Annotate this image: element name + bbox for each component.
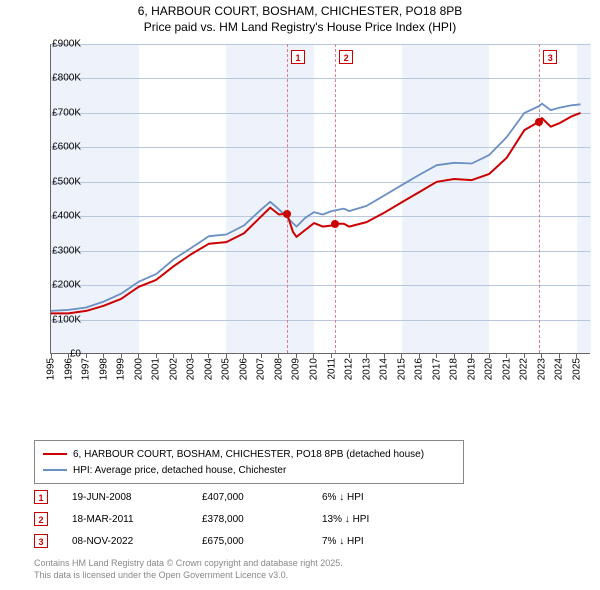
x-axis-label: 1997	[81, 358, 92, 380]
x-axis-label: 2016	[414, 358, 425, 380]
legend-label-property: 6, HARBOUR COURT, BOSHAM, CHICHESTER, PO…	[73, 449, 424, 460]
sale-date: 19-JUN-2008	[72, 492, 202, 503]
legend-label-hpi: HPI: Average price, detached house, Chic…	[73, 465, 286, 476]
x-axis-label: 1996	[63, 358, 74, 380]
footer-line-2: This data is licensed under the Open Gov…	[34, 570, 288, 580]
sale-marker-icon: 1	[34, 490, 48, 504]
legend-swatch-hpi	[43, 469, 67, 471]
x-axis-label: 2020	[484, 358, 495, 380]
sale-marker-icon: 3	[34, 534, 48, 548]
x-axis-label: 2022	[519, 358, 530, 380]
chart-area: £0£100K£200K£300K£400K£500K£600K£700K£80…	[18, 44, 590, 404]
sale-price: £407,000	[202, 492, 322, 503]
x-axis-label: 2003	[186, 358, 197, 380]
x-axis-label: 2001	[151, 358, 162, 380]
series-svg	[51, 44, 591, 354]
sale-marker-box: 1	[291, 50, 305, 64]
sale-point	[535, 118, 543, 126]
x-axis-label: 2017	[431, 358, 442, 380]
sales-row: 2 18-MAR-2011 £378,000 13% ↓ HPI	[34, 508, 554, 530]
x-axis-label: 2009	[291, 358, 302, 380]
footer-line-1: Contains HM Land Registry data © Crown c…	[34, 558, 343, 568]
x-axis-label: 2000	[133, 358, 144, 380]
x-axis-label: 2012	[344, 358, 355, 380]
x-axis-label: 2018	[449, 358, 460, 380]
legend: 6, HARBOUR COURT, BOSHAM, CHICHESTER, PO…	[34, 440, 464, 484]
x-axis-label: 2025	[571, 358, 582, 380]
x-axis-label: 2021	[501, 358, 512, 380]
x-axis-label: 1998	[98, 358, 109, 380]
x-axis-label: 1999	[116, 358, 127, 380]
sale-date: 08-NOV-2022	[72, 536, 202, 547]
x-axis-label: 2008	[273, 358, 284, 380]
down-arrow-icon: ↓	[339, 536, 344, 547]
sale-marker-icon: 2	[34, 512, 48, 526]
chart-title: 6, HARBOUR COURT, BOSHAM, CHICHESTER, PO…	[0, 0, 600, 35]
x-axis-label: 2019	[466, 358, 477, 380]
x-axis-label: 2013	[361, 358, 372, 380]
sale-point	[331, 220, 339, 228]
x-axis-label: 2014	[379, 358, 390, 380]
chart-container: { "title_line1": "6, HARBOUR COURT, BOSH…	[0, 0, 600, 590]
x-axis-label: 2007	[256, 358, 267, 380]
legend-row-property: 6, HARBOUR COURT, BOSHAM, CHICHESTER, PO…	[43, 446, 455, 462]
sale-marker-box: 3	[543, 50, 557, 64]
x-axis-label: 2005	[221, 358, 232, 380]
sales-row: 3 08-NOV-2022 £675,000 7% ↓ HPI	[34, 530, 554, 552]
sales-table: 1 19-JUN-2008 £407,000 6% ↓ HPI 2 18-MAR…	[34, 486, 554, 552]
down-arrow-icon: ↓	[339, 492, 344, 503]
sale-price: £378,000	[202, 514, 322, 525]
x-axis-label: 2006	[238, 358, 249, 380]
legend-swatch-property	[43, 453, 67, 455]
footer-attribution: Contains HM Land Registry data © Crown c…	[34, 558, 574, 581]
down-arrow-icon: ↓	[345, 514, 350, 525]
sales-row: 1 19-JUN-2008 £407,000 6% ↓ HPI	[34, 486, 554, 508]
x-axis-label: 2024	[554, 358, 565, 380]
x-axis-label: 2011	[326, 358, 337, 380]
x-axis-label: 2015	[396, 358, 407, 380]
x-axis-label: 2004	[203, 358, 214, 380]
sale-pct: 6% ↓ HPI	[322, 492, 432, 503]
sale-marker-box: 2	[339, 50, 353, 64]
legend-row-hpi: HPI: Average price, detached house, Chic…	[43, 462, 455, 478]
sale-date: 18-MAR-2011	[72, 514, 202, 525]
title-line-1: 6, HARBOUR COURT, BOSHAM, CHICHESTER, PO…	[138, 4, 463, 18]
sale-pct: 7% ↓ HPI	[322, 536, 432, 547]
series-hpi	[51, 104, 581, 311]
sale-price: £675,000	[202, 536, 322, 547]
x-axis-label: 2023	[536, 358, 547, 380]
sale-point	[283, 210, 291, 218]
x-axis-label: 2002	[168, 358, 179, 380]
x-axis-label: 2010	[308, 358, 319, 380]
sale-pct: 13% ↓ HPI	[322, 514, 432, 525]
x-axis-label: 1995	[46, 358, 57, 380]
plot-region: £0£100K£200K£300K£400K£500K£600K£700K£80…	[50, 44, 590, 354]
title-line-2: Price paid vs. HM Land Registry's House …	[144, 20, 456, 34]
